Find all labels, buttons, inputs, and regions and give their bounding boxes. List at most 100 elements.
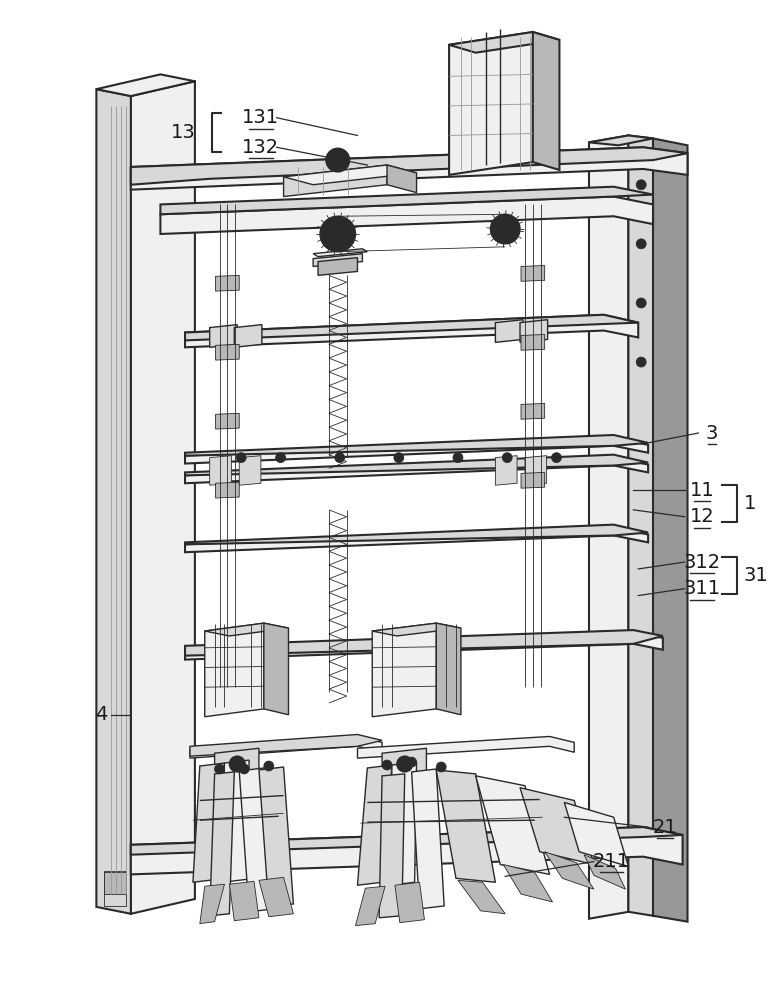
Polygon shape bbox=[185, 315, 639, 340]
Bar bbox=[104, 872, 126, 894]
Polygon shape bbox=[216, 413, 239, 429]
Polygon shape bbox=[97, 89, 131, 914]
Text: 4: 4 bbox=[95, 705, 108, 724]
Polygon shape bbox=[205, 623, 264, 717]
Polygon shape bbox=[533, 32, 560, 170]
Circle shape bbox=[401, 760, 409, 768]
Text: 12: 12 bbox=[690, 507, 714, 526]
Circle shape bbox=[406, 757, 416, 767]
Polygon shape bbox=[589, 135, 653, 145]
Polygon shape bbox=[437, 623, 461, 715]
Polygon shape bbox=[476, 776, 550, 874]
Polygon shape bbox=[628, 135, 653, 916]
Text: 131: 131 bbox=[242, 108, 279, 127]
Polygon shape bbox=[449, 32, 560, 53]
Polygon shape bbox=[131, 827, 683, 874]
Circle shape bbox=[332, 154, 344, 166]
Text: 3: 3 bbox=[706, 424, 718, 443]
Polygon shape bbox=[372, 623, 437, 717]
Polygon shape bbox=[239, 768, 274, 912]
Polygon shape bbox=[160, 197, 653, 234]
Polygon shape bbox=[131, 147, 687, 190]
Polygon shape bbox=[235, 325, 262, 347]
Circle shape bbox=[335, 453, 344, 463]
Polygon shape bbox=[521, 472, 545, 488]
Polygon shape bbox=[210, 325, 238, 347]
Polygon shape bbox=[210, 772, 235, 916]
Polygon shape bbox=[458, 880, 505, 914]
Polygon shape bbox=[390, 762, 416, 885]
Polygon shape bbox=[395, 882, 424, 923]
Polygon shape bbox=[190, 734, 382, 756]
Circle shape bbox=[437, 762, 446, 772]
Circle shape bbox=[233, 760, 241, 768]
Polygon shape bbox=[131, 81, 195, 914]
Circle shape bbox=[382, 760, 392, 770]
Polygon shape bbox=[503, 865, 553, 902]
Polygon shape bbox=[521, 266, 545, 281]
Text: 21: 21 bbox=[652, 818, 677, 837]
Polygon shape bbox=[185, 455, 648, 475]
Polygon shape bbox=[318, 258, 358, 275]
Polygon shape bbox=[222, 760, 249, 882]
Text: 13: 13 bbox=[171, 123, 196, 142]
Polygon shape bbox=[387, 165, 416, 193]
Polygon shape bbox=[412, 769, 444, 909]
Polygon shape bbox=[382, 748, 426, 776]
Polygon shape bbox=[264, 623, 289, 715]
Polygon shape bbox=[437, 770, 495, 882]
Circle shape bbox=[214, 764, 224, 774]
Circle shape bbox=[636, 357, 646, 367]
Polygon shape bbox=[358, 765, 392, 885]
Text: 31: 31 bbox=[744, 566, 769, 585]
Polygon shape bbox=[521, 334, 545, 350]
Circle shape bbox=[397, 756, 413, 772]
Polygon shape bbox=[283, 165, 416, 185]
Polygon shape bbox=[185, 632, 663, 660]
Circle shape bbox=[552, 453, 561, 463]
Circle shape bbox=[636, 180, 646, 190]
Polygon shape bbox=[190, 736, 382, 758]
Polygon shape bbox=[131, 827, 683, 855]
Circle shape bbox=[236, 453, 246, 463]
Polygon shape bbox=[216, 344, 239, 360]
Circle shape bbox=[636, 298, 646, 308]
Polygon shape bbox=[229, 881, 259, 921]
Polygon shape bbox=[210, 456, 231, 485]
Circle shape bbox=[453, 453, 463, 463]
Text: 211: 211 bbox=[593, 852, 630, 871]
Polygon shape bbox=[313, 249, 368, 257]
Polygon shape bbox=[160, 187, 653, 214]
Circle shape bbox=[330, 226, 346, 242]
Polygon shape bbox=[185, 458, 648, 483]
Circle shape bbox=[636, 239, 646, 249]
Polygon shape bbox=[520, 320, 548, 342]
Circle shape bbox=[320, 216, 355, 252]
Polygon shape bbox=[185, 630, 663, 656]
Circle shape bbox=[326, 148, 350, 172]
Polygon shape bbox=[545, 852, 594, 889]
Polygon shape bbox=[653, 138, 687, 922]
Polygon shape bbox=[97, 74, 195, 96]
Polygon shape bbox=[259, 877, 293, 917]
Polygon shape bbox=[495, 320, 523, 342]
Polygon shape bbox=[214, 748, 259, 776]
Circle shape bbox=[264, 761, 274, 771]
Polygon shape bbox=[495, 456, 517, 485]
Polygon shape bbox=[185, 315, 639, 347]
Polygon shape bbox=[216, 275, 239, 291]
Polygon shape bbox=[205, 623, 289, 636]
Text: 132: 132 bbox=[242, 138, 279, 157]
Circle shape bbox=[239, 764, 249, 774]
Circle shape bbox=[502, 453, 512, 463]
Circle shape bbox=[491, 214, 520, 244]
Polygon shape bbox=[131, 147, 687, 185]
Circle shape bbox=[394, 453, 404, 463]
Polygon shape bbox=[193, 763, 224, 882]
Text: 312: 312 bbox=[683, 553, 721, 572]
Polygon shape bbox=[313, 254, 362, 267]
Polygon shape bbox=[185, 525, 648, 544]
Polygon shape bbox=[525, 456, 546, 485]
Polygon shape bbox=[358, 736, 574, 758]
Polygon shape bbox=[185, 438, 648, 464]
